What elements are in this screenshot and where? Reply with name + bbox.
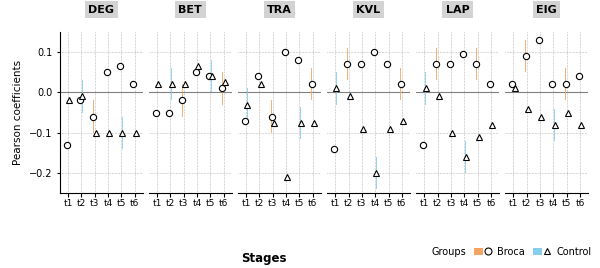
Text: B: B	[185, 0, 195, 3]
Legend: Groups, Broca, Control: Groups, Broca, Control	[404, 243, 595, 260]
Title: LAP: LAP	[446, 5, 470, 15]
Text: E: E	[454, 0, 462, 3]
Title: DEG: DEG	[88, 5, 114, 15]
Text: A: A	[97, 0, 106, 3]
Title: KVL: KVL	[356, 5, 380, 15]
Y-axis label: Pearson coefficients: Pearson coefficients	[13, 60, 23, 165]
Text: D: D	[364, 0, 374, 3]
Title: EIG: EIG	[536, 5, 557, 15]
Text: F: F	[542, 0, 551, 3]
Text: C: C	[275, 0, 284, 3]
Title: TRA: TRA	[267, 5, 292, 15]
Title: BET: BET	[178, 5, 202, 15]
Text: Stages: Stages	[241, 252, 287, 265]
